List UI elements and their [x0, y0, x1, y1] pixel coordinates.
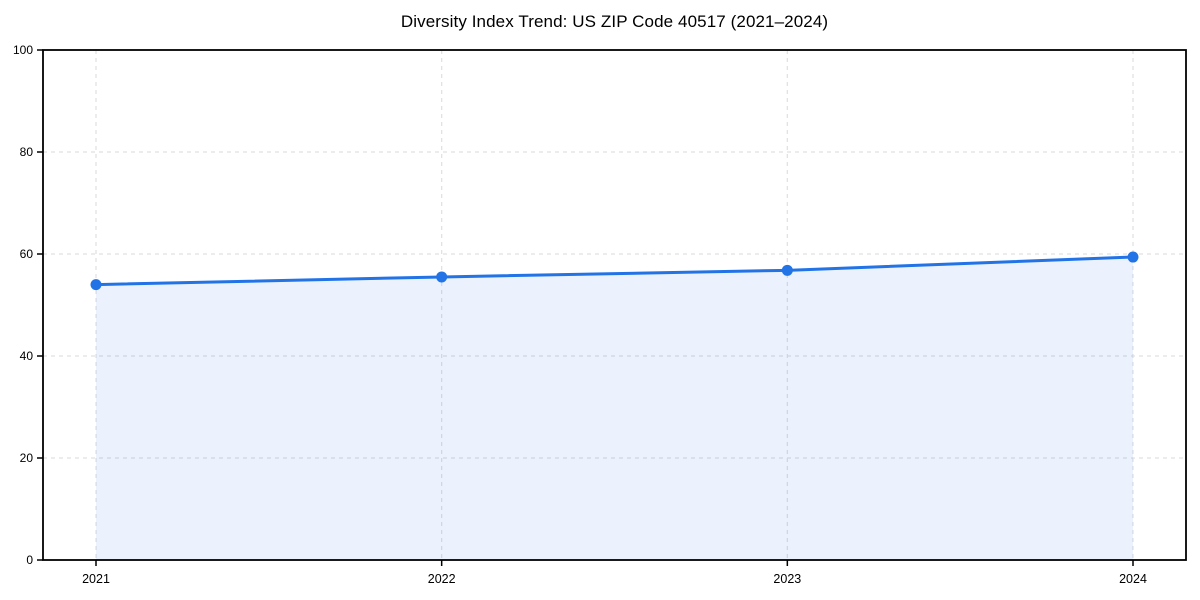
y-axis-tick-label: 100 [13, 43, 33, 57]
data-point-marker [436, 271, 448, 283]
y-axis-tick-label: 20 [20, 451, 34, 465]
trend-line [94, 255, 1135, 287]
y-axis-tick-label: 80 [20, 145, 34, 159]
x-axis-tick-label: 2022 [428, 572, 456, 586]
chart-title: Diversity Index Trend: US ZIP Code 40517… [400, 12, 829, 31]
data-point-marker [781, 264, 793, 276]
x-axis-tick-label: 2021 [82, 572, 110, 586]
y-axis-tick-label: 0 [26, 553, 33, 567]
y-axis-tick-label: 60 [20, 247, 34, 261]
x-axis-tick-label: 2024 [1119, 572, 1147, 586]
data-point-marker [90, 279, 102, 291]
plot-border [42, 49, 1187, 561]
y-axis-tick-label: 40 [20, 349, 34, 363]
x-axis-tick-label: 2023 [773, 572, 801, 586]
area-fill [96, 257, 1133, 560]
data-point-marker [1127, 251, 1139, 263]
